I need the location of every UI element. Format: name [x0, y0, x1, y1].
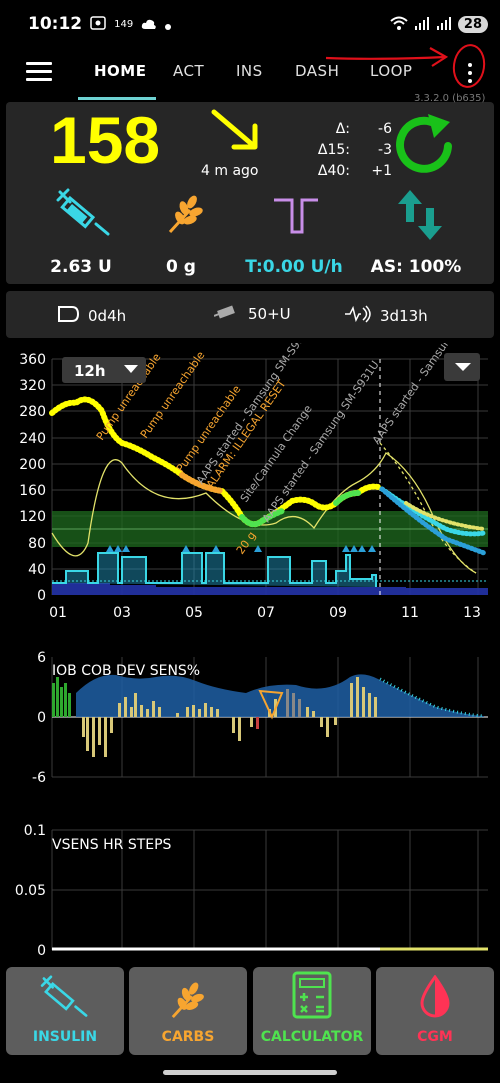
x-tick: 09 — [329, 605, 347, 621]
sens-legend: VSENS HR STEPS — [52, 837, 172, 853]
y-tick: 160 — [19, 483, 46, 499]
menu-icon[interactable] — [26, 62, 52, 82]
sens-y-tick: 0.05 — [15, 883, 46, 899]
active-tab-indicator — [78, 97, 156, 100]
y-tick: 360 — [19, 352, 46, 368]
sensor-icon — [344, 305, 372, 327]
sens-y-tick: 0 — [37, 943, 46, 959]
insulin-button[interactable]: INSULIN — [6, 967, 124, 1055]
chevron-down-icon — [124, 365, 138, 373]
temp-basal-icon[interactable] — [272, 196, 320, 240]
signal-icon-2 — [436, 15, 452, 34]
signal-icon — [414, 15, 430, 34]
cannula-age-text: 0d4h — [88, 307, 127, 325]
autosens-arrows-icon[interactable] — [398, 190, 442, 244]
home-indicator[interactable] — [163, 1070, 337, 1075]
y-tick: 0 — [37, 588, 46, 604]
iob-y-tick: 6 — [37, 650, 46, 666]
overflow-menu-icon[interactable] — [462, 58, 478, 88]
y-tick: 40 — [28, 562, 46, 578]
version-text: 3.3.2.0 (b635) — [414, 93, 486, 104]
action-buttons: INSULIN CARBS CALCULATOR CGM — [0, 963, 500, 1059]
graphs-svg[interactable]: 360 320 280 240 200 160 120 80 40 0 01 0… — [6, 280, 494, 960]
calculator-icon — [292, 971, 332, 1023]
y-tick: 80 — [28, 536, 46, 552]
delta-row: Δ40: +1 — [317, 163, 392, 179]
cannula-icon — [56, 305, 80, 327]
sensor-age[interactable]: 3d13h — [344, 305, 428, 327]
y-tick: 320 — [19, 378, 46, 394]
reservoir-icon — [213, 305, 240, 323]
cob-value[interactable]: 0 g — [166, 257, 196, 277]
range-selector[interactable]: 12h — [62, 357, 146, 383]
chevron-down-icon — [455, 363, 471, 371]
tab-ins[interactable]: INS — [236, 62, 263, 80]
dot-icon — [165, 15, 172, 34]
reservoir-text: 50+U — [248, 305, 291, 323]
last-reading-ago: 4 m ago — [201, 163, 259, 179]
x-tick: 01 — [49, 605, 67, 621]
notification-count: 149 — [114, 18, 134, 30]
loop-refresh-icon[interactable] — [392, 112, 456, 180]
calculator-button-label: CALCULATOR — [260, 1029, 364, 1045]
tab-dash[interactable]: DASH — [295, 62, 340, 80]
battery-badge: 28 — [457, 15, 488, 33]
cannula-age[interactable]: 0d4h — [56, 305, 126, 327]
wheat-icon — [169, 981, 207, 1023]
y-tick: 280 — [19, 404, 46, 420]
carbs-button[interactable]: CARBS — [129, 967, 247, 1055]
x-tick: 13 — [463, 605, 481, 621]
autosens-value[interactable]: AS: 100% — [370, 257, 462, 277]
cgm-button[interactable]: CGM — [376, 967, 494, 1055]
delta-row: Δ15: -3 — [317, 142, 392, 158]
wifi-icon — [390, 15, 408, 34]
insulin-button-label: INSULIN — [32, 1029, 98, 1045]
calculator-button[interactable]: CALCULATOR — [253, 967, 371, 1055]
iob-legend: IOB COB DEV SENS% — [52, 663, 200, 679]
y-tick: 240 — [19, 431, 46, 447]
syringe-icon — [39, 975, 91, 1023]
carbs-button-label: CARBS — [161, 1029, 215, 1045]
status-bar: 10:12 149 28 — [0, 0, 500, 48]
iob-y-tick: -6 — [32, 770, 46, 786]
tab-act[interactable]: ACT — [173, 62, 205, 80]
drop-icon — [418, 974, 452, 1023]
cloud-icon — [141, 15, 157, 34]
iob-value[interactable]: 2.63 U — [50, 257, 112, 277]
bg-dots — [49, 396, 381, 528]
basal-area — [52, 583, 488, 595]
syringe-icon[interactable] — [56, 188, 112, 242]
x-tick: 03 — [113, 605, 131, 621]
graph-area[interactable]: 360 320 280 240 200 160 120 80 40 0 01 0… — [6, 280, 494, 960]
delta-list: Δ: -6 Δ15: -3 Δ40: +1 — [306, 119, 392, 182]
reservoir-level[interactable]: 50+U — [213, 305, 291, 323]
delta-row: Δ: -6 — [335, 121, 392, 137]
y-tick: 120 — [19, 509, 46, 525]
overview-card: 3.3.2.0 (b635) 158 4 m ago Δ: -6 Δ15: -3 Δ… — [6, 93, 494, 284]
y-tick: 200 — [19, 457, 46, 473]
deviation-bars — [82, 677, 377, 757]
temp-basal-line — [52, 552, 377, 587]
arrow-down-right-icon — [206, 106, 266, 160]
tab-loop[interactable]: LOOP — [370, 62, 413, 80]
x-tick: 07 — [257, 605, 275, 621]
bg-value[interactable]: 158 — [50, 103, 161, 177]
cgm-button-label: CGM — [417, 1029, 453, 1045]
x-tick: 11 — [401, 605, 419, 621]
clock: 10:12 — [28, 14, 83, 34]
screenshot-icon — [90, 15, 106, 34]
svg-text:ALARM: ILLEGAL RESET: ALARM: ILLEGAL RESET — [204, 377, 289, 490]
wheat-icon[interactable] — [166, 194, 206, 238]
temp-basal-value[interactable]: T:0.00 U/h — [245, 257, 343, 277]
svg-text:12h: 12h — [74, 362, 106, 380]
sens-y-tick: 0.1 — [24, 823, 46, 839]
graph-options-button[interactable] — [444, 353, 480, 381]
sensor-age-text: 3d13h — [380, 307, 428, 325]
status-strip: 0d4h 50+U 3d13h — [6, 291, 494, 338]
tab-home[interactable]: HOME — [94, 62, 147, 80]
iob-y-tick: 0 — [37, 710, 46, 726]
x-tick: 05 — [185, 605, 203, 621]
